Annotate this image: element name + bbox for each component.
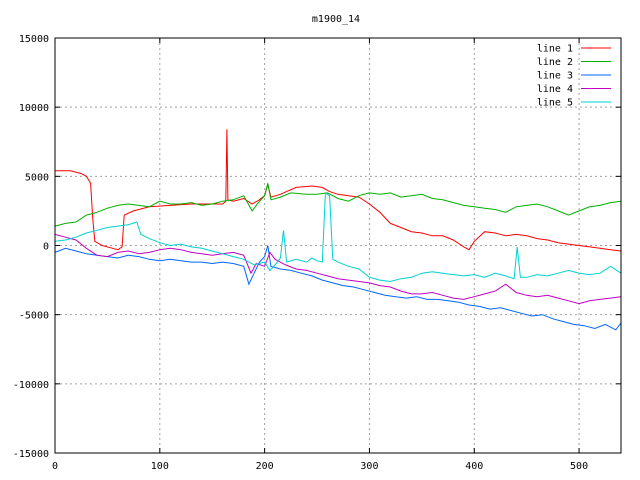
x-tick-label: 200 — [256, 461, 274, 472]
y-tick-label: 5000 — [25, 172, 49, 183]
series-line-3 — [54, 245, 622, 331]
y-tick-label: -10000 — [13, 380, 49, 391]
x-tick-label: 300 — [360, 461, 378, 472]
legend-label-5: line 5 — [537, 98, 573, 109]
y-tick-label: 15000 — [19, 34, 49, 45]
series-line-5 — [54, 191, 622, 283]
x-tick-label: 0 — [52, 461, 58, 472]
x-tick-label: 500 — [570, 461, 588, 472]
series-line-1 — [55, 129, 622, 252]
legend-label-1: line 1 — [537, 44, 573, 55]
y-tick-label: -5000 — [19, 311, 49, 322]
series-line-4 — [54, 233, 622, 305]
legend-label-3: line 3 — [537, 71, 573, 82]
legend: line 1 line 2 line 3 line 4 line 5 — [537, 44, 611, 109]
chart-title: m1900_14 — [312, 14, 360, 25]
series-group — [54, 129, 622, 331]
x-tick-label: 100 — [151, 461, 169, 472]
y-tick-label: -15000 — [13, 449, 49, 460]
y-tick-label: 0 — [43, 242, 49, 253]
axes: 0 100 200 300 400 500 -15000 -10000 -5000 0 5000 10… — [13, 34, 622, 472]
legend-label-2: line 2 — [537, 57, 573, 68]
series-line-2 — [54, 183, 622, 227]
legend-label-4: line 4 — [537, 84, 573, 95]
y-tick-label: 10000 — [19, 103, 49, 114]
x-tick-label: 400 — [465, 461, 483, 472]
